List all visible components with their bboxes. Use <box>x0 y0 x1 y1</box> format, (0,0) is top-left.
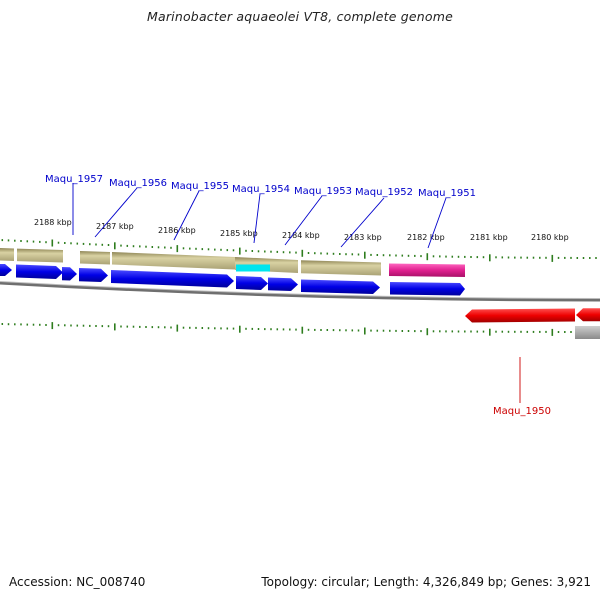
gene-band-segment <box>112 252 235 270</box>
kbp-label: 2186 kbp <box>158 226 196 235</box>
topology-text: Topology: circular; Length: 4,326,849 bp… <box>261 575 591 589</box>
callout-line <box>173 190 200 241</box>
reverse-feature-gray <box>575 326 600 339</box>
gene-label: Maqu_1953 <box>294 186 352 197</box>
gene-callouts <box>72 183 447 249</box>
cds-track-reverse <box>465 308 600 323</box>
kbp-label: 2185 kbp <box>220 229 258 238</box>
callout-line <box>427 197 447 249</box>
gene-label: Maqu_1957 <box>45 174 103 185</box>
kbp-label: 2183 kbp <box>344 233 382 242</box>
scale-ticks-forward <box>1 239 597 262</box>
gene-track-band <box>0 248 381 276</box>
cds-track-forward <box>0 264 465 296</box>
callout-line <box>253 193 261 244</box>
gene-band-segment <box>0 248 14 261</box>
rna-feature <box>389 263 465 277</box>
scale-labels: 2188 kbp 2187 kbp 2186 kbp 2185 kbp 2184… <box>34 218 569 242</box>
callout-line <box>94 187 138 238</box>
cds-arrow <box>390 282 465 296</box>
gene-labels: Maqu_1957 Maqu_1956 Maqu_1955 Maqu_1954 … <box>45 174 551 417</box>
highlight-region <box>236 264 270 272</box>
cds-arrow <box>111 270 234 288</box>
cds-arrow <box>236 276 268 290</box>
gene-label: Maqu_1955 <box>171 181 229 192</box>
kbp-label: 2182 kbp <box>407 233 445 242</box>
cds-arrow <box>16 264 63 279</box>
gene-label: Maqu_1951 <box>418 188 476 199</box>
accession-text: Accession: NC_008740 <box>9 575 146 589</box>
gene-band-segment <box>17 248 63 263</box>
cds-arrow <box>62 267 77 281</box>
gene-band-segment <box>301 260 381 276</box>
gene-label: Maqu_1956 <box>109 178 167 189</box>
cds-arrow <box>268 277 298 291</box>
kbp-label: 2180 kbp <box>531 233 569 242</box>
kbp-label: 2184 kbp <box>282 231 320 240</box>
kbp-label: 2187 kbp <box>96 222 134 231</box>
callout-line <box>284 195 323 246</box>
gene-band-segment <box>80 251 110 265</box>
callout-line <box>340 197 385 248</box>
kbp-label: 2181 kbp <box>470 233 508 242</box>
gene-label: Maqu_1952 <box>355 187 413 198</box>
genome-backbone <box>0 281 600 302</box>
scale-ticks-reverse <box>1 322 597 336</box>
kbp-label: 2188 kbp <box>34 218 72 227</box>
gene-label: Maqu_1950 <box>493 406 551 417</box>
cds-arrow <box>301 279 380 294</box>
genome-title: Marinobacter aquaeolei VT8, complete gen… <box>146 9 454 24</box>
cds-arrow-reverse <box>465 308 575 323</box>
cds-arrow <box>79 268 108 282</box>
cds-arrow <box>0 264 12 276</box>
cds-arrow-reverse <box>576 308 600 322</box>
gene-label: Maqu_1954 <box>232 184 290 195</box>
